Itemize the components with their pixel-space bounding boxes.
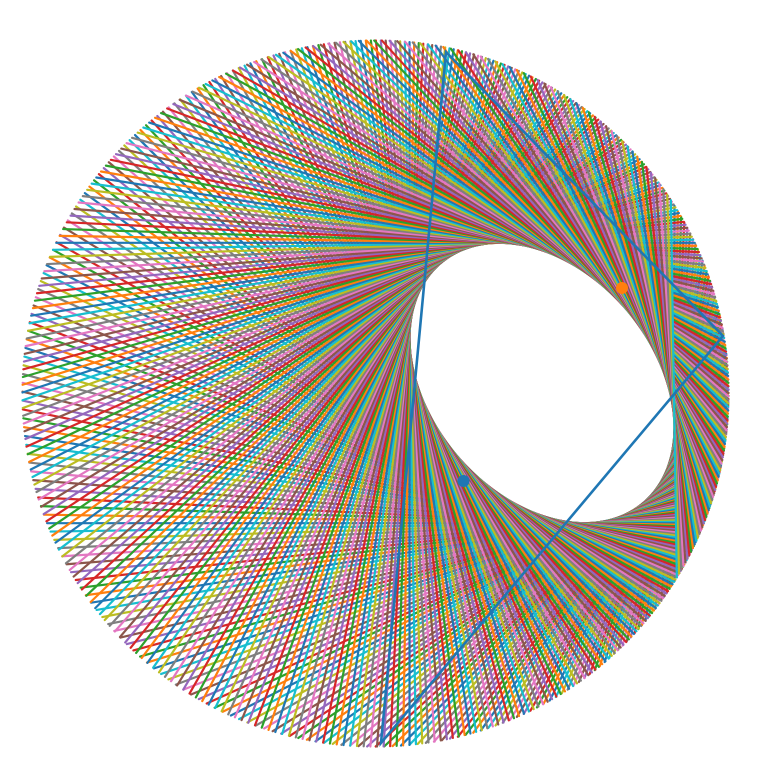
chord-line [287,57,487,737]
chord-line [669,199,678,579]
chord-line [253,63,506,727]
focus-1-marker [457,475,470,487]
chord-line [315,52,472,743]
chord-line [362,45,443,748]
chord-envelope [21,39,730,748]
highlight-triangle [379,49,725,748]
focus-2-marker [616,282,628,294]
